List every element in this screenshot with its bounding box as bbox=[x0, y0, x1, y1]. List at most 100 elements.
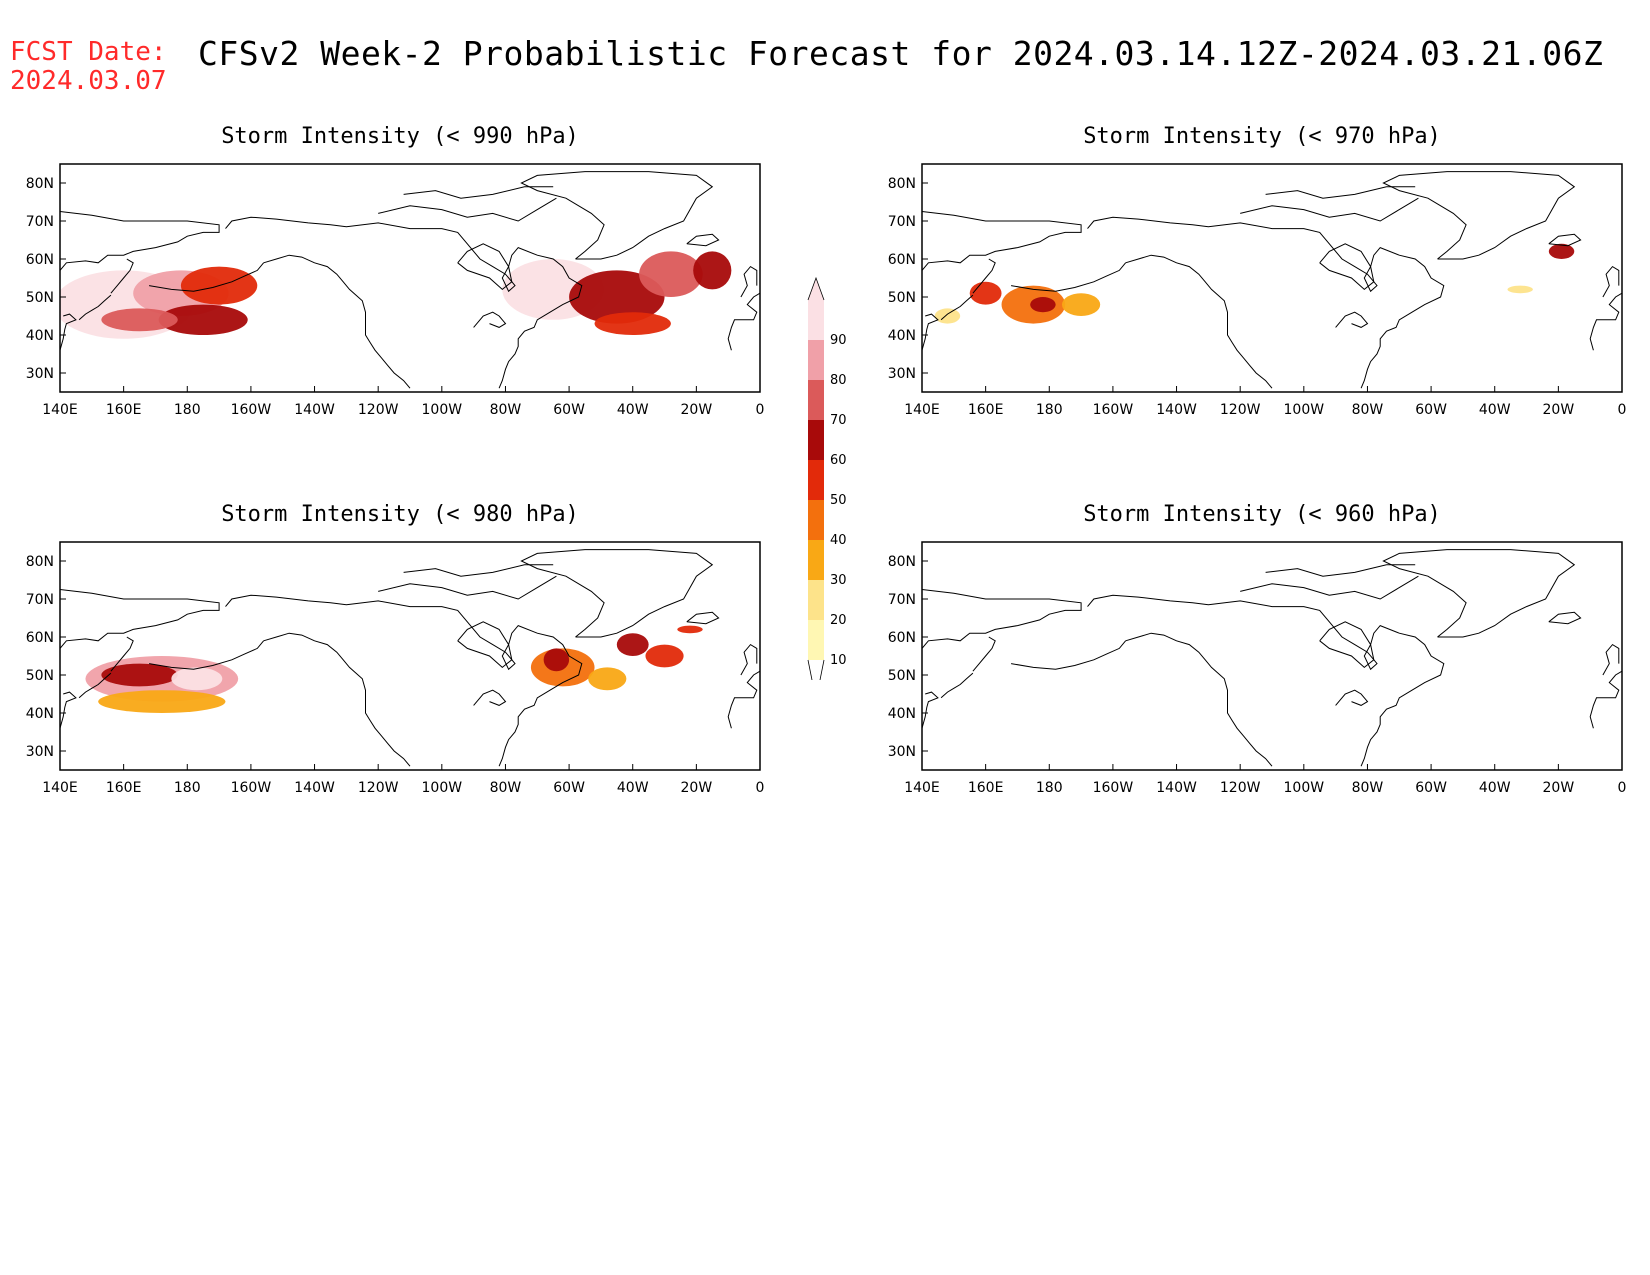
lon-label: 40W bbox=[1479, 780, 1511, 796]
colorbar-tick-label: 60 bbox=[830, 453, 847, 468]
lon-label: 60W bbox=[1415, 780, 1447, 796]
map-background bbox=[922, 542, 1622, 770]
coastline-asia bbox=[60, 211, 220, 271]
coastline-uk bbox=[740, 643, 758, 676]
coastline-iceland bbox=[1548, 611, 1582, 625]
coastline-uk bbox=[740, 265, 758, 298]
coastline-greenland bbox=[520, 549, 714, 638]
map-panel-990: Storm Intensity (< 990 hPa) 140E 160E 180 1… bbox=[20, 124, 800, 424]
map-frame bbox=[59, 163, 761, 393]
coastline-europe bbox=[1589, 670, 1622, 729]
lon-label: 180 bbox=[174, 402, 201, 418]
coastline-japan bbox=[60, 691, 77, 729]
lon-label: 140E bbox=[904, 402, 940, 418]
colorbar-segment bbox=[808, 580, 824, 620]
coastline-lakes bbox=[473, 689, 507, 706]
lat-label: 60N bbox=[888, 630, 916, 646]
coastline-japan bbox=[60, 313, 77, 351]
lon-label: 0 bbox=[1618, 780, 1627, 796]
colorbar-segment bbox=[808, 460, 824, 500]
lat-label: 50N bbox=[888, 290, 916, 306]
lon-label: 140W bbox=[1156, 402, 1197, 418]
colorbar-tick-label: 20 bbox=[830, 613, 847, 628]
lon-label: 60W bbox=[553, 402, 585, 418]
lon-label: 0 bbox=[1618, 402, 1627, 418]
probability-area bbox=[98, 690, 226, 713]
lon-label: 0 bbox=[756, 780, 765, 796]
lon-label: 100W bbox=[422, 780, 463, 796]
probability-area bbox=[1507, 285, 1533, 294]
panel-title: Storm Intensity (< 990 hPa) bbox=[221, 124, 579, 149]
probability-area bbox=[645, 644, 684, 668]
coastline-kurils bbox=[78, 672, 112, 699]
probability-area bbox=[1548, 243, 1575, 259]
lon-label: 20W bbox=[681, 402, 713, 418]
coastline-kamchatka bbox=[972, 636, 996, 672]
lon-label: 140E bbox=[42, 402, 78, 418]
probability-area bbox=[969, 281, 1002, 305]
coastline-iceland bbox=[686, 611, 720, 625]
forecast-date-caption: FCST Date: bbox=[10, 37, 167, 67]
lon-label: 80W bbox=[490, 402, 522, 418]
lon-label: 140W bbox=[294, 402, 335, 418]
lat-label: 70N bbox=[888, 592, 916, 608]
lon-label: 40W bbox=[1479, 402, 1511, 418]
lon-label: 100W bbox=[1284, 402, 1325, 418]
map-panel-970: Storm Intensity (< 970 hPa) 140E 160E 180 1… bbox=[882, 124, 1650, 424]
coastline-alaska bbox=[1087, 594, 1445, 767]
coastline-arctic1 bbox=[378, 197, 557, 222]
lon-label: 140E bbox=[42, 780, 78, 796]
map-frame bbox=[921, 163, 1623, 393]
lat-label: 40N bbox=[888, 706, 916, 722]
colorbar-segment bbox=[808, 300, 824, 340]
lat-label: 50N bbox=[888, 668, 916, 684]
lon-label: 40W bbox=[617, 780, 649, 796]
colorbar-segment bbox=[808, 340, 824, 380]
lon-label: 100W bbox=[1284, 780, 1325, 796]
probability-area bbox=[171, 667, 223, 691]
probability-area bbox=[677, 625, 703, 634]
colorbar-top-arrow bbox=[807, 276, 825, 301]
coastlines bbox=[922, 171, 1622, 389]
colorbar-tick-label: 90 bbox=[830, 333, 847, 348]
lon-label: 140W bbox=[294, 780, 335, 796]
coastline-greenland bbox=[1382, 171, 1576, 260]
coastline-westcoast bbox=[263, 254, 411, 389]
lat-label: 80N bbox=[888, 176, 916, 192]
probability-area bbox=[594, 312, 671, 335]
map-plot: 140E 160E 180 160W 140W 120W 100W 80W 60W 40W 20W 0… bbox=[26, 541, 765, 796]
lon-label: 120W bbox=[358, 780, 399, 796]
probability-area bbox=[639, 251, 703, 297]
coastline-japan bbox=[922, 691, 939, 729]
forecast-date-label: FCST Date: 2024.03.07 bbox=[10, 38, 167, 96]
probability-colorbar: 10 20 30 40 50 60 70 80 90 bbox=[807, 276, 847, 680]
coastline-alaska bbox=[1087, 216, 1445, 389]
lat-label: 50N bbox=[26, 290, 54, 306]
lon-label: 80W bbox=[490, 780, 522, 796]
coastline-hudson bbox=[457, 243, 513, 291]
map-panel-980: Storm Intensity (< 980 hPa) 140E 160E 180 1… bbox=[20, 502, 800, 802]
lat-label: 30N bbox=[26, 366, 54, 382]
lon-label: 160E bbox=[106, 402, 142, 418]
map-background bbox=[60, 542, 760, 770]
lon-label: 160W bbox=[231, 780, 272, 796]
colorbar-tick-label: 50 bbox=[830, 493, 847, 508]
coastline-japan bbox=[922, 313, 939, 351]
colorbar-tick-label: 80 bbox=[830, 373, 847, 388]
map-frame bbox=[921, 541, 1623, 771]
coastline-lakes bbox=[1335, 311, 1369, 328]
coastline-lakes bbox=[473, 311, 507, 328]
coastline-kamchatka bbox=[972, 258, 996, 294]
lat-label: 80N bbox=[26, 176, 54, 192]
probability-area bbox=[101, 663, 178, 687]
lat-label: 30N bbox=[888, 744, 916, 760]
probability-area bbox=[693, 251, 732, 290]
coastline-greenland bbox=[520, 171, 714, 260]
map-plot: 140E 160E 180 160W 140W 120W 100W 80W 60W 40W 20W 0… bbox=[888, 163, 1627, 418]
probability-area bbox=[543, 648, 570, 672]
lon-label: 20W bbox=[1543, 402, 1575, 418]
coastline-arctic2 bbox=[403, 564, 554, 577]
coastline-uk bbox=[1602, 643, 1620, 676]
coastlines bbox=[60, 549, 760, 767]
lon-label: 120W bbox=[358, 402, 399, 418]
